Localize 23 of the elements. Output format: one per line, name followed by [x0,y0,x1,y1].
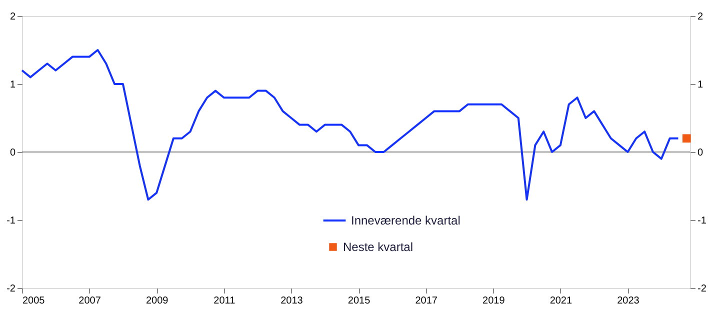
x-tick-label: 2009 [146,296,169,306]
y-tick-label: -2 [6,284,16,294]
legend-label: Neste kvartal [343,240,414,254]
x-tick-label: 2011 [214,296,236,306]
x-tick-label: 2017 [415,296,438,306]
line-series [21,49,680,201]
y2-tick-label: 1 [698,80,704,90]
y-tick-label: 2 [10,12,16,22]
y-tick-label: 0 [10,148,16,158]
y2-tick-label: -2 [698,284,707,294]
x-tick-label: 2013 [280,296,304,306]
x-tick-label: 2023 [617,296,640,306]
x-tick-label: 2019 [482,296,506,306]
y2-tick-label: 2 [698,12,704,22]
y2-tick-label: -1 [698,216,707,226]
x-tick-label: 2005 [22,296,46,306]
y2-tick-label: 0 [698,148,704,158]
x-tick-label: 2021 [550,296,572,306]
x-tick-label: 2015 [348,296,371,306]
legend-label: Inneværende kvartal [351,214,460,228]
y-tick-label: -1 [6,216,16,226]
x-tick-label: 2007 [78,296,102,306]
y-tick-label: 1 [10,80,16,90]
